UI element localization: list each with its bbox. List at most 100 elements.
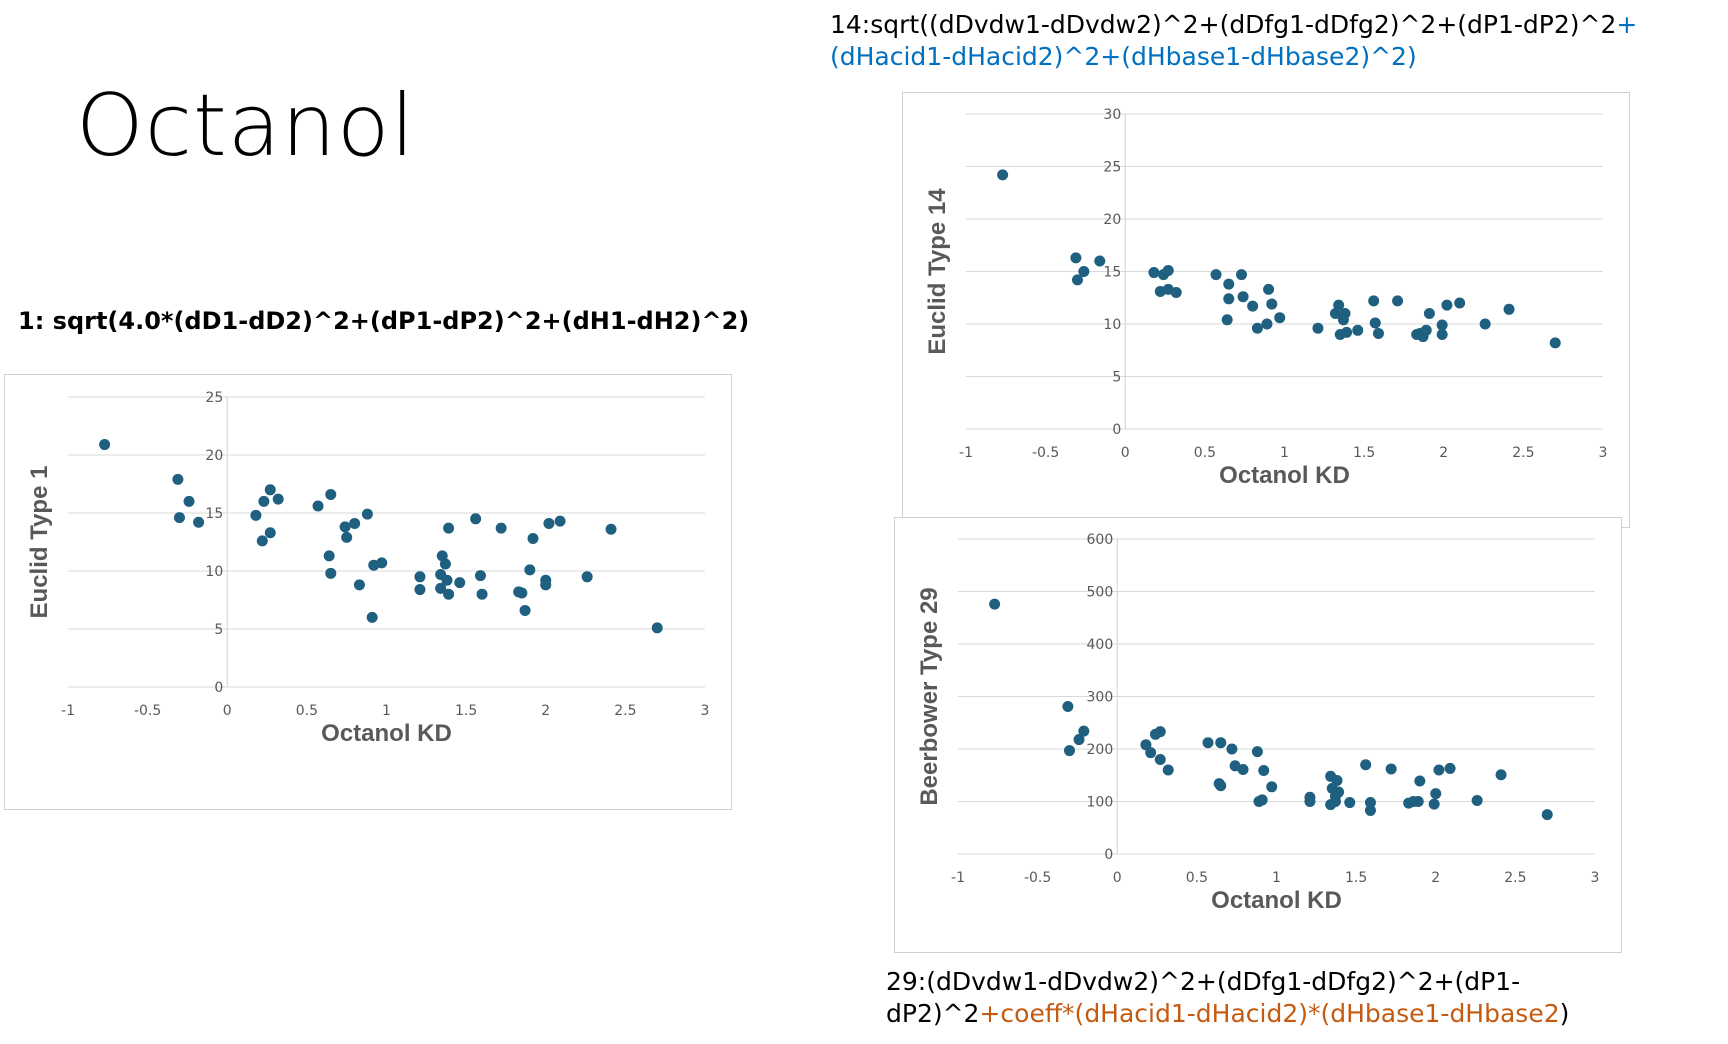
data-point [454,577,466,589]
x-tick-label-0: 0 [1113,870,1122,886]
data-point [1331,775,1343,786]
y-tick-label-15: 15 [205,506,223,522]
x-tick-label--1: -1 [959,445,973,461]
data-point [1423,308,1435,319]
data-point [323,550,335,562]
data-point [341,531,353,543]
data-point [989,598,1001,610]
x-tick-label--0.5: -0.5 [1032,445,1059,461]
y-tick-label-5: 5 [214,622,223,638]
formula-type-29: 29:(dDvdw1-dDvdw2)^2+(dDfg1-dDfg2)^2+(dP… [886,966,1569,1030]
x-tick-label-1: 1 [1272,870,1281,886]
formula-14-line-1: 14:sqrt((dDvdw1-dDvdw2)^2+(dDfg1-dDfg2)^… [830,9,1637,41]
data-point [349,517,361,529]
x-tick-label-2: 2 [1431,870,1440,886]
data-point [1062,700,1074,712]
data-point [1145,747,1157,759]
data-point [441,574,453,586]
data-point [1237,763,1249,775]
data-point [1428,798,1440,810]
scatter-chart-euclid-type-1[interactable]: 0 5 10 15 20 25 -1 -0.5 0 0.5 1 1.5 2 2.5 3 Octanol KD E… [4,374,732,810]
data-point [353,579,365,591]
data-point [414,571,426,583]
y-tick-label-25: 25 [205,390,223,406]
data-point [470,513,482,525]
formula-29-line-1: 29:(dDvdw1-dDvdw2)^2+(dDfg1-dDfg2)^2+(dP… [886,967,1521,996]
formula-14-line-1-text: 14:sqrt((dDvdw1-dDvdw2)^2+(dDfg1-dDfg2)^… [830,10,1617,39]
x-tick-label-3: 3 [701,703,710,719]
data-point [1414,775,1426,787]
data-point [1237,291,1249,303]
y-axis-title: Beerbower Type 29 [916,587,943,805]
scatter-chart-euclid-type-14[interactable]: 0 5 10 15 20 25 30 -1 -0.5 0 0.5 1 1.5 2 2.5 3 Octanol K… [902,92,1630,528]
slide-title: Octanol [76,76,416,176]
data-point [1223,278,1235,290]
y-tick-label-10: 10 [205,564,223,580]
y-tick-label-200: 200 [1087,742,1114,758]
data-point [264,527,276,539]
data-point [543,517,555,529]
data-point [1444,762,1456,774]
y-tick-label-400: 400 [1087,637,1114,653]
x-tick-label-1.5: 1.5 [1345,870,1367,886]
data-point [1162,764,1174,776]
y-tick-label-20: 20 [205,448,223,464]
data-point [1385,763,1397,775]
data-point [1549,337,1561,349]
y-tick-label-0: 0 [214,680,223,696]
y-tick-label-600: 600 [1087,532,1114,548]
data-point [1226,743,1238,755]
x-axis-title: Octanol KD [321,720,452,747]
data-point [376,557,388,569]
data-point [1364,804,1376,816]
data-point [183,495,195,507]
data-point [443,588,455,600]
data-point [1070,252,1082,264]
data-point [1392,295,1404,307]
chart-29-svg: 0 100 200 300 400 500 600 -1 -0.5 0 0.5 1 1.5 2 2.5 3 Oc… [916,532,1599,914]
x-tick-label-0.5: 0.5 [1186,870,1208,886]
data-point [1541,809,1553,821]
y-tick-label-0: 0 [1112,422,1121,438]
data-point [258,495,270,507]
data-point [1073,734,1085,746]
data-point [1495,769,1507,781]
data-point [1333,299,1345,311]
data-point [1436,329,1448,340]
y-tick-label-500: 500 [1087,585,1114,601]
y-tick-label-300: 300 [1087,690,1114,706]
x-tick-label-2.5: 2.5 [1504,870,1526,886]
x-tick-label--1: -1 [61,703,75,719]
y-tick-label-15: 15 [1103,265,1121,281]
data-point [1202,737,1214,749]
data-point [1333,786,1345,798]
data-point [1412,796,1424,807]
data-point [1420,324,1432,336]
x-tick-label-0: 0 [223,703,232,719]
x-tick-label-1.5: 1.5 [1353,445,1375,461]
data-point [1430,788,1442,800]
data-point [443,522,455,534]
x-tick-label-1: 1 [382,703,391,719]
data-point [1251,746,1263,758]
chart-1-svg: 0 5 10 15 20 25 -1 -0.5 0 0.5 1 1.5 2 2.5 3 Octanol KD E… [26,390,710,747]
formula-type-14: 14:sqrt((dDvdw1-dDvdw2)^2+(dDfg1-dDfg2)^… [830,9,1637,73]
data-point [325,488,337,500]
data-point [1368,295,1380,307]
data-point [1247,300,1259,312]
data-point [366,611,378,623]
data-point [1236,269,1248,281]
data-point [1339,308,1351,319]
x-tick-label-3: 3 [1599,445,1608,461]
scatter-chart-beerbower-type-29[interactable]: 0 100 200 300 400 500 600 -1 -0.5 0 0.5 1 1.5 2 2.5 3 Oc… [894,517,1622,953]
data-point [581,571,593,583]
data-point [1140,739,1152,751]
data-point [439,558,451,570]
x-tick-label-2: 2 [1439,445,1448,461]
data-point [193,516,205,528]
data-point [1078,266,1090,277]
data-point [476,588,488,600]
data-point [605,523,617,535]
x-tick-label--0.5: -0.5 [1024,870,1051,886]
data-point [1263,283,1275,295]
